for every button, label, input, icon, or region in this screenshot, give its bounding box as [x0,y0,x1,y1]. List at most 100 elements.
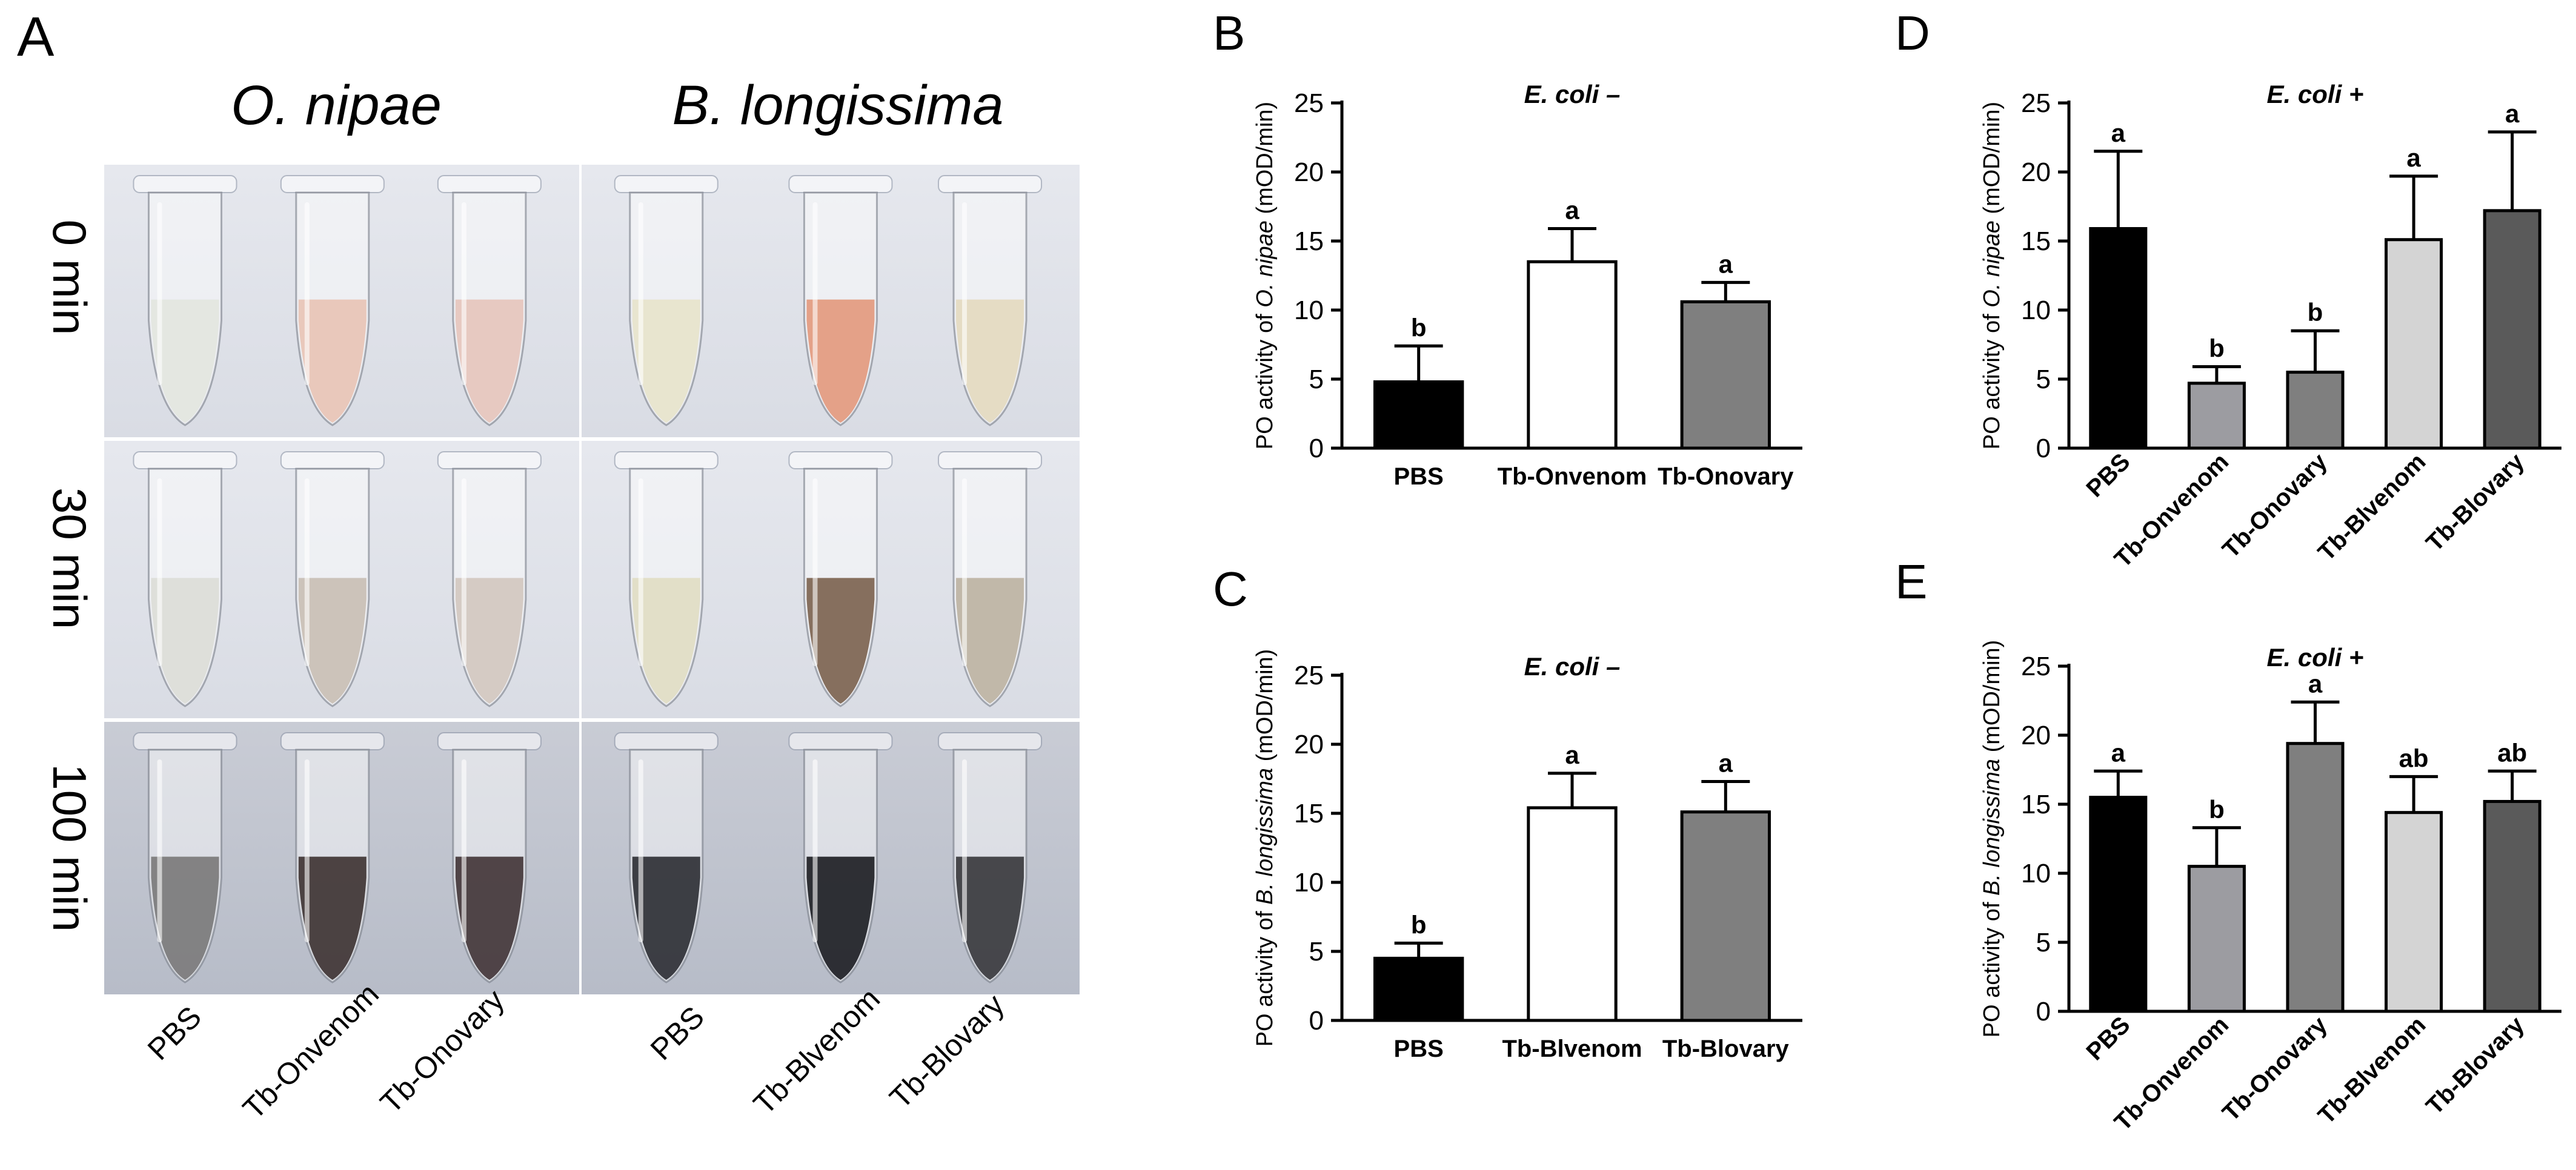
y-tick-label: 10 [1294,296,1324,325]
category-label: Tb-Onovary [1658,463,1794,490]
y-tick-label: 10 [2021,296,2051,325]
y-tick-label: 20 [2021,721,2051,750]
y-tick-label: 0 [1309,1006,1324,1036]
chart-title: E. coli – [1524,652,1621,681]
tube [938,175,1043,426]
category-label: Tb-Onvenom [1498,463,1647,490]
panel-letter-c: C [1213,562,1248,616]
panel-letter-d: D [1895,6,1930,60]
tube [133,732,237,983]
bar [2187,382,2246,450]
tube [280,732,385,983]
bar [2385,811,2443,1013]
category-label: Tb-Blvenom [1502,1036,1642,1062]
y-tick-label: 5 [1309,365,1324,394]
tube-label-right-2: Tb-Blovary [883,988,1011,1115]
y-tick-label: 10 [1294,868,1324,897]
panel-a: A O. nipae B. longissima 0 min 30 min 10… [17,6,1080,1126]
tube [938,732,1043,983]
significance-letter: ab [2497,738,2527,767]
chart-c: 0 5 10 15 20 25 PO activity of B. longissima (… [1252,649,1802,1062]
significance-letter: a [1719,250,1733,278]
category-label: Tb-Blovary [2421,1011,2529,1120]
tube-label-right-0: PBS [644,1000,711,1066]
tube [133,451,237,707]
panel-letter-e: E [1895,555,1927,609]
tube [437,175,542,426]
tube [614,732,719,983]
significance-letter: b [2209,795,2225,824]
y-tick-label: 15 [1294,799,1324,828]
tube [280,451,385,707]
significance-letter: a [2505,99,2520,128]
significance-letter: a [1719,749,1733,778]
tube-label-left-1: Tb-Onvenom [236,977,385,1126]
y-tick-label: 20 [2021,157,2051,187]
y-tick-label: 20 [1294,157,1324,187]
y-tick-label: 15 [1294,226,1324,256]
bar [1373,380,1464,450]
y-tick-label: 5 [2036,365,2051,394]
tube [788,451,893,707]
significance-letter: ab [2399,744,2429,772]
category-label: PBS [2081,448,2135,502]
tube-photo-grid [104,165,1080,994]
significance-letter: b [2308,298,2323,326]
y-tick-label: 25 [2021,652,2051,681]
tube [788,175,893,426]
y-tick-label: 0 [1309,434,1324,463]
category-label: PBS [1394,1036,1444,1062]
bar [2483,209,2541,450]
tube-label-right-1: Tb-Blvenom [747,982,886,1121]
chart-title: E. coli + [2267,643,2364,672]
chart-b: 0 5 10 15 20 25 PO activity of O. nipae (mOD/m… [1252,80,1802,490]
tube-label-left-2: Tb-Onovary [374,983,511,1120]
significance-letter: b [1411,910,1427,939]
y-tick-label: 15 [2021,790,2051,819]
chart-e: 0 5 10 15 20 25 PO activity of B. longissima (… [1979,640,2561,1136]
y-tick-label: 5 [1309,937,1324,967]
bar [1527,260,1618,450]
tube [614,451,719,707]
bar [1680,300,1771,450]
y-tick-label: 5 [2036,928,2051,957]
bar [2187,865,2246,1013]
significance-letter: a [2111,738,2126,767]
y-tick-label: 0 [2036,997,2051,1026]
y-axis-label: PO activity of O. nipae (mOD/min) [1252,102,1278,449]
y-tick-label: 15 [2021,226,2051,256]
bar [1680,810,1771,1022]
significance-letter: a [2406,144,2421,172]
time-label-100: 100 min [43,764,96,932]
panel-letter-b: B [1213,6,1245,60]
significance-letter: b [2209,334,2225,362]
bar [2286,742,2345,1013]
time-label-0: 0 min [43,220,96,335]
significance-letter: a [2308,669,2323,698]
y-axis-label: PO activity of B. longissima (mOD/min) [1252,649,1278,1047]
chart-d: 0 5 10 15 20 25 PO activity of O. nipae (mOD/m… [1979,80,2561,573]
y-tick-label: 25 [1294,88,1324,118]
species-label-left: O. nipae [231,74,442,136]
category-label: Tb-Blovary [1662,1036,1790,1062]
y-tick-label: 25 [2021,88,2051,118]
y-axis-label: PO activity of O. nipae (mOD/min) [1979,102,2005,449]
category-label: Tb-Blovary [2421,448,2529,557]
bar [1527,806,1618,1022]
significance-letter: a [1565,741,1579,769]
species-label-right: B. longissima [672,74,1003,136]
bar [2089,226,2148,450]
significance-letter: a [2111,119,2126,147]
tube [280,175,385,426]
time-label-30: 30 min [43,488,96,629]
chart-title: E. coli + [2267,80,2364,108]
tube [938,451,1043,707]
tube [788,732,893,983]
y-tick-label: 20 [1294,730,1324,759]
bar [2286,371,2345,450]
significance-letter: b [1411,313,1427,342]
bar [2089,796,2148,1013]
significance-letter: a [1565,196,1579,224]
tube-label-left-0: PBS [141,1000,208,1066]
